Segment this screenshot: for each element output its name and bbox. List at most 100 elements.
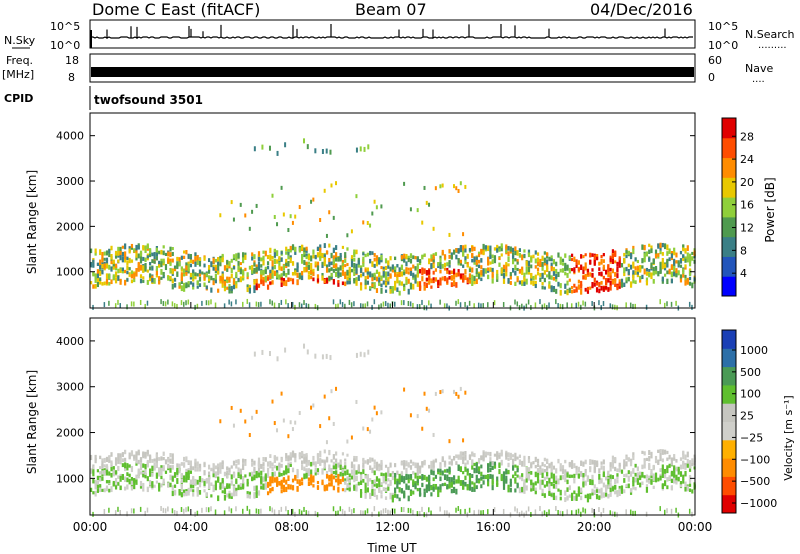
power-cell [509, 281, 512, 285]
power-cell [119, 278, 122, 285]
velocity-cell [491, 485, 494, 491]
velocity-cell [310, 482, 313, 486]
velocity-cell [616, 473, 619, 477]
power-cell [403, 283, 406, 288]
velocity-cell [668, 475, 671, 481]
velocity-cell [691, 511, 693, 517]
velocity-cell [366, 482, 369, 487]
velocity-cell [278, 462, 281, 468]
velocity-cell [173, 510, 176, 516]
power-cell [371, 211, 374, 216]
velocity-cell [119, 475, 122, 482]
power-cell [582, 266, 585, 270]
power-cell [153, 255, 156, 260]
velocity-cell [609, 466, 612, 472]
power-cell [119, 303, 121, 309]
power-cell [189, 281, 193, 285]
power-cell [568, 278, 571, 282]
velocity-cell [303, 457, 306, 463]
power-cell [196, 273, 199, 277]
power-cell [493, 300, 496, 306]
velocity-cell [196, 492, 199, 497]
power-cell [521, 266, 524, 273]
power-heatmap [90, 138, 696, 311]
velocity-cell [332, 461, 335, 468]
velocity-cell [555, 475, 558, 481]
power-cell [144, 263, 147, 269]
power-cell [248, 265, 252, 270]
velocity-cell [595, 493, 599, 500]
power-cell [325, 267, 329, 273]
power-cell [300, 244, 304, 250]
power-cell [344, 252, 347, 259]
power-cell [228, 287, 231, 294]
power-cell [414, 266, 417, 271]
power-cell [278, 303, 280, 309]
velocity-cell [534, 509, 537, 515]
power-cell [375, 276, 379, 282]
velocity-cell [328, 474, 331, 480]
velocity-cell [298, 509, 301, 515]
power-cell [117, 246, 120, 253]
velocity-cell [446, 476, 449, 482]
velocity-cell [468, 507, 471, 513]
velocity-cell [221, 460, 224, 465]
velocity-cell [375, 483, 379, 489]
velocity-cell [248, 433, 251, 438]
power-cell [269, 299, 271, 305]
velocity-cell [573, 490, 576, 495]
velocity-cell [502, 473, 506, 480]
power-cell [271, 260, 274, 266]
power-cell [663, 266, 667, 271]
velocity-cell [493, 453, 497, 457]
power-cell [530, 256, 533, 263]
velocity-cell [130, 466, 134, 473]
velocity-cell [691, 489, 694, 494]
power-cell [332, 279, 335, 285]
velocity-cell [675, 507, 677, 513]
power-cell [291, 278, 295, 285]
power-cell [511, 267, 515, 273]
power-cell [609, 280, 612, 286]
velocity-cell [684, 481, 687, 487]
power-cell [273, 302, 276, 308]
power-cell [153, 277, 156, 284]
power-cell [269, 281, 272, 285]
velocity-cell [407, 507, 410, 513]
power-cell [407, 300, 410, 306]
power-cell [677, 270, 680, 276]
velocity-x-axis: 00:00 04:00 08:00 12:00 16:00 20:00 00:00 [73, 302, 712, 534]
power-cell [570, 268, 574, 272]
power-cell [373, 253, 376, 257]
power-cell [527, 266, 531, 273]
velocity-cell [464, 390, 467, 395]
velocity-cell [614, 485, 617, 490]
power-cell [162, 250, 165, 256]
velocity-cell [645, 474, 649, 479]
power-cell [273, 264, 276, 270]
power-cell [670, 256, 673, 261]
velocity-cell [541, 468, 544, 473]
power-cell [92, 284, 95, 289]
velocity-cell [221, 464, 224, 470]
power-cell [412, 264, 415, 269]
power-colorbar-segment [722, 216, 736, 238]
power-cell [688, 260, 692, 267]
velocity-cell [307, 510, 310, 516]
velocity-cell [541, 462, 544, 467]
velocity-cell [289, 463, 292, 467]
velocity-cell [598, 507, 600, 513]
power-cell [602, 259, 605, 263]
velocity-cell [207, 481, 211, 487]
velocity-cell [432, 463, 435, 468]
velocity-cell [498, 463, 501, 467]
velocity-cell [221, 478, 224, 483]
velocity-cell [505, 452, 508, 457]
velocity-cell [387, 466, 390, 471]
power-cell [575, 263, 578, 268]
power-cell [203, 274, 206, 280]
power-cell [509, 275, 512, 280]
velocity-cell [589, 479, 592, 485]
velocity-cell [375, 476, 379, 482]
velocity-cell [659, 506, 661, 512]
